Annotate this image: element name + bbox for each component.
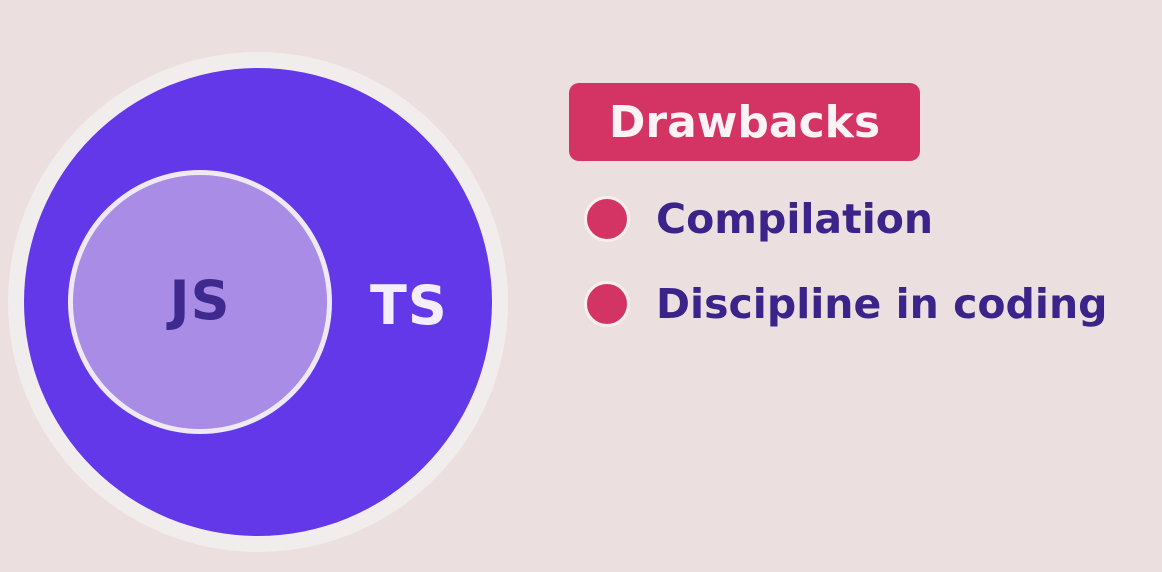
ts-label: TS bbox=[370, 274, 448, 337]
js-circle: JS bbox=[68, 170, 332, 434]
bullet-icon bbox=[584, 281, 630, 327]
list-item-label: Discipline in coding bbox=[656, 280, 1108, 328]
list-item-discipline: Discipline in coding bbox=[584, 280, 1108, 328]
list-item-compilation: Compilation bbox=[584, 195, 933, 243]
drawbacks-title: Drawbacks bbox=[608, 96, 881, 148]
bullet-icon bbox=[584, 196, 630, 242]
list-item-label: Compilation bbox=[656, 195, 934, 243]
js-label: JS bbox=[169, 268, 231, 332]
drawbacks-badge: Drawbacks bbox=[569, 83, 920, 161]
